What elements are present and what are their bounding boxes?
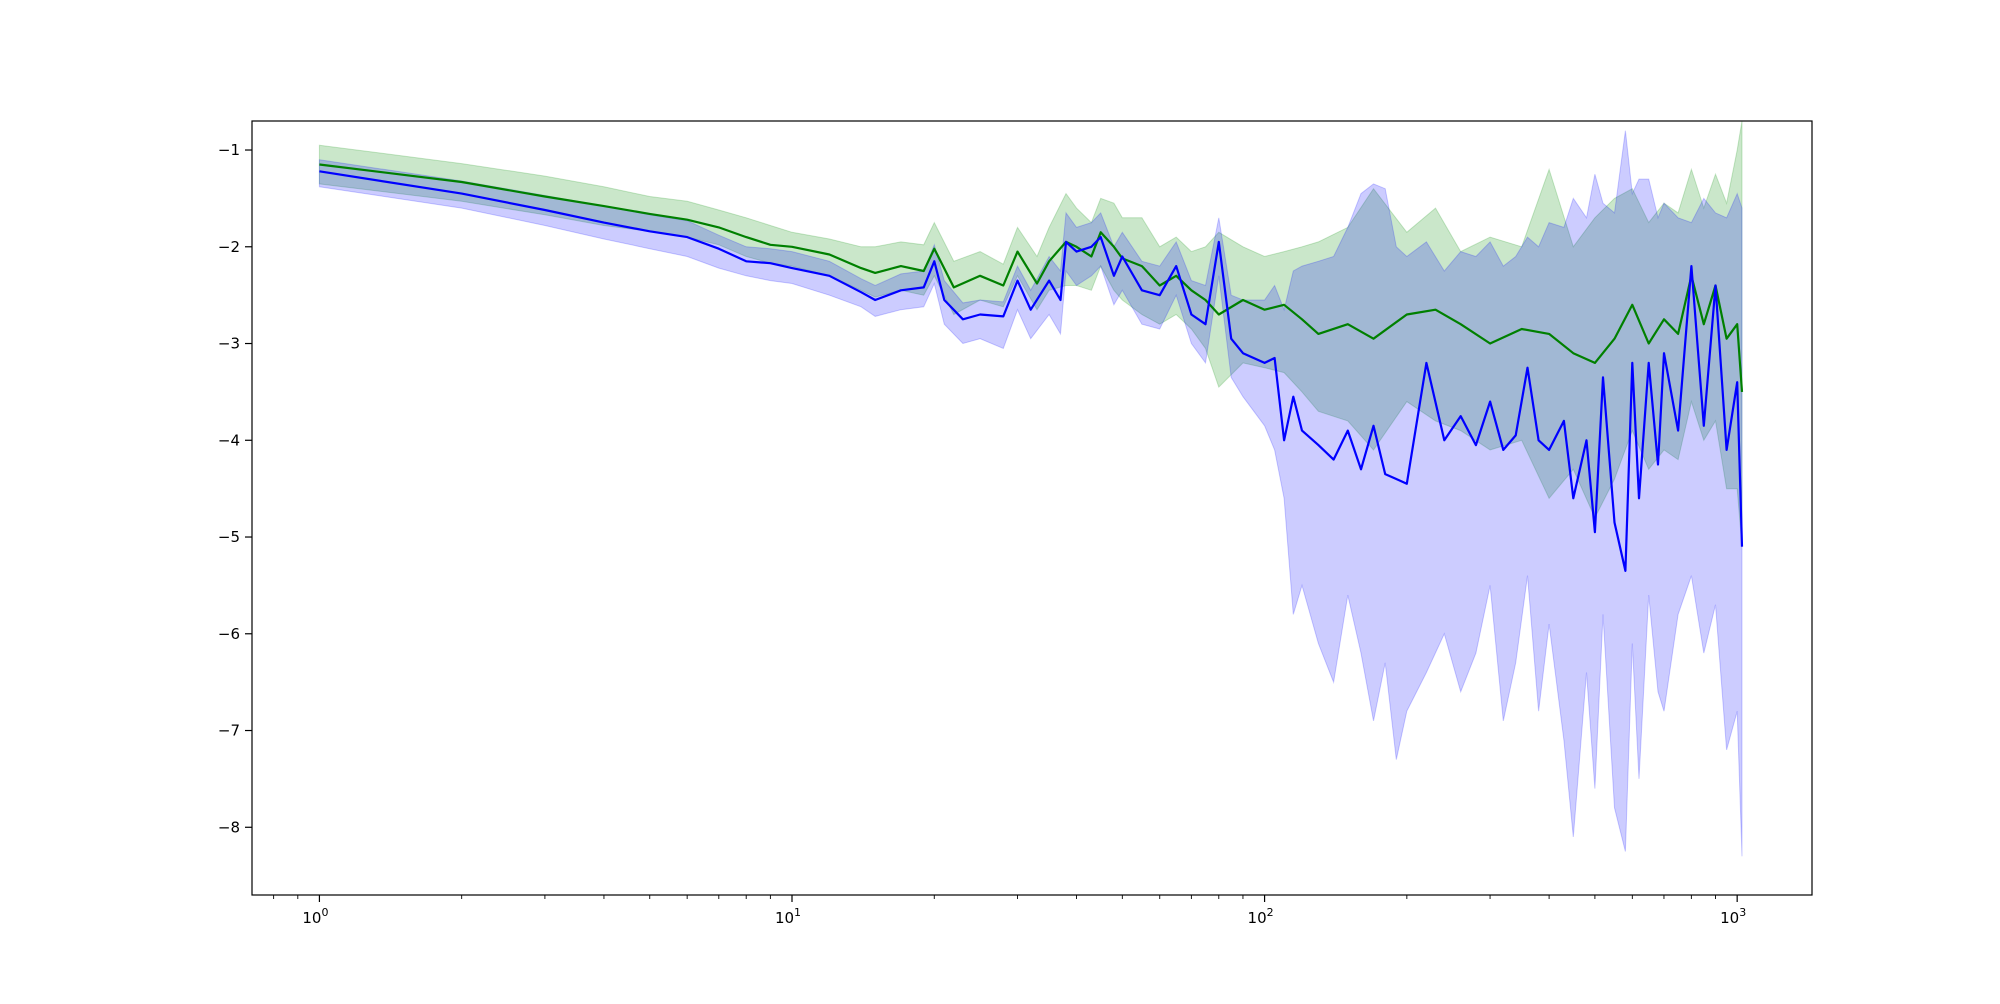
x-tick-label: 101 <box>775 906 801 927</box>
x-tick-label: 100 <box>302 906 328 927</box>
plot-frame <box>251 120 1813 896</box>
y-tick-label: −5 <box>218 528 240 546</box>
confidence-bands <box>318 120 1743 857</box>
y-tick-label: −8 <box>218 818 240 836</box>
y-tick-label: −7 <box>218 722 240 740</box>
x-axis: 100 101 102 103 <box>273 895 1746 927</box>
y-tick-label: −2 <box>218 238 240 256</box>
y-tick-label: −3 <box>218 335 240 353</box>
y-tick-label: −6 <box>218 625 240 643</box>
series-lines <box>319 163 1744 573</box>
x-tick-label: 102 <box>1248 906 1274 927</box>
y-tick-label: −1 <box>218 141 240 159</box>
y-axis: −1 −2 −3 −4 −5 −6 −7 −8 <box>218 141 252 836</box>
x-tick-label: 103 <box>1720 906 1746 927</box>
series-2-band <box>318 130 1743 857</box>
y-tick-label: −4 <box>218 431 240 449</box>
series-2-line <box>319 170 1744 573</box>
